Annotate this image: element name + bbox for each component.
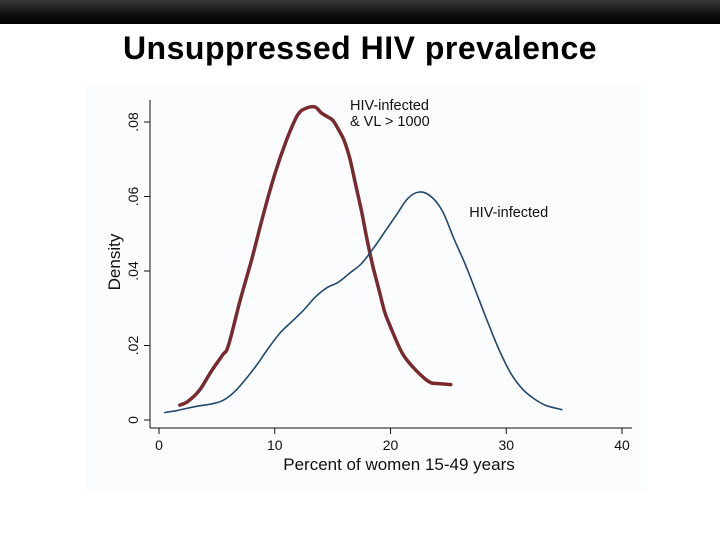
x-tick-label: 0 bbox=[155, 437, 163, 453]
series-annotation-0: HIV-infected bbox=[350, 98, 429, 114]
series-line-0 bbox=[178, 104, 453, 407]
x-tick-label: 40 bbox=[614, 437, 630, 453]
x-tick-label: 10 bbox=[267, 437, 283, 453]
y-tick-label: .02 bbox=[125, 336, 141, 356]
x-tick-label: 20 bbox=[383, 437, 399, 453]
series-layer bbox=[164, 104, 563, 414]
slide-title: Unsuppressed HIV prevalence bbox=[122, 30, 598, 66]
y-axis-title: Density bbox=[105, 233, 124, 290]
x-axis-title: Percent of women 15-49 years bbox=[283, 455, 515, 474]
y-tick-label: .04 bbox=[125, 261, 141, 281]
y-ticks: 0 .02 .04 .06 .08 bbox=[125, 112, 150, 424]
x-tick-label: 30 bbox=[498, 437, 514, 453]
y-tick-label: 0 bbox=[125, 416, 141, 424]
y-tick-label: .08 bbox=[125, 112, 141, 132]
series-annotation-0: & VL > 1000 bbox=[350, 114, 430, 130]
top-bar bbox=[0, 0, 720, 24]
series-line-1 bbox=[164, 191, 563, 414]
chart-panel bbox=[86, 86, 646, 492]
series-annotation-1: HIV-infected bbox=[469, 205, 548, 221]
axes: 0 10 20 30 40 0 .02 .04 .06 .08 bbox=[125, 100, 632, 453]
x-ticks: 0 10 20 30 40 bbox=[155, 428, 630, 453]
y-tick-label: .06 bbox=[125, 187, 141, 207]
